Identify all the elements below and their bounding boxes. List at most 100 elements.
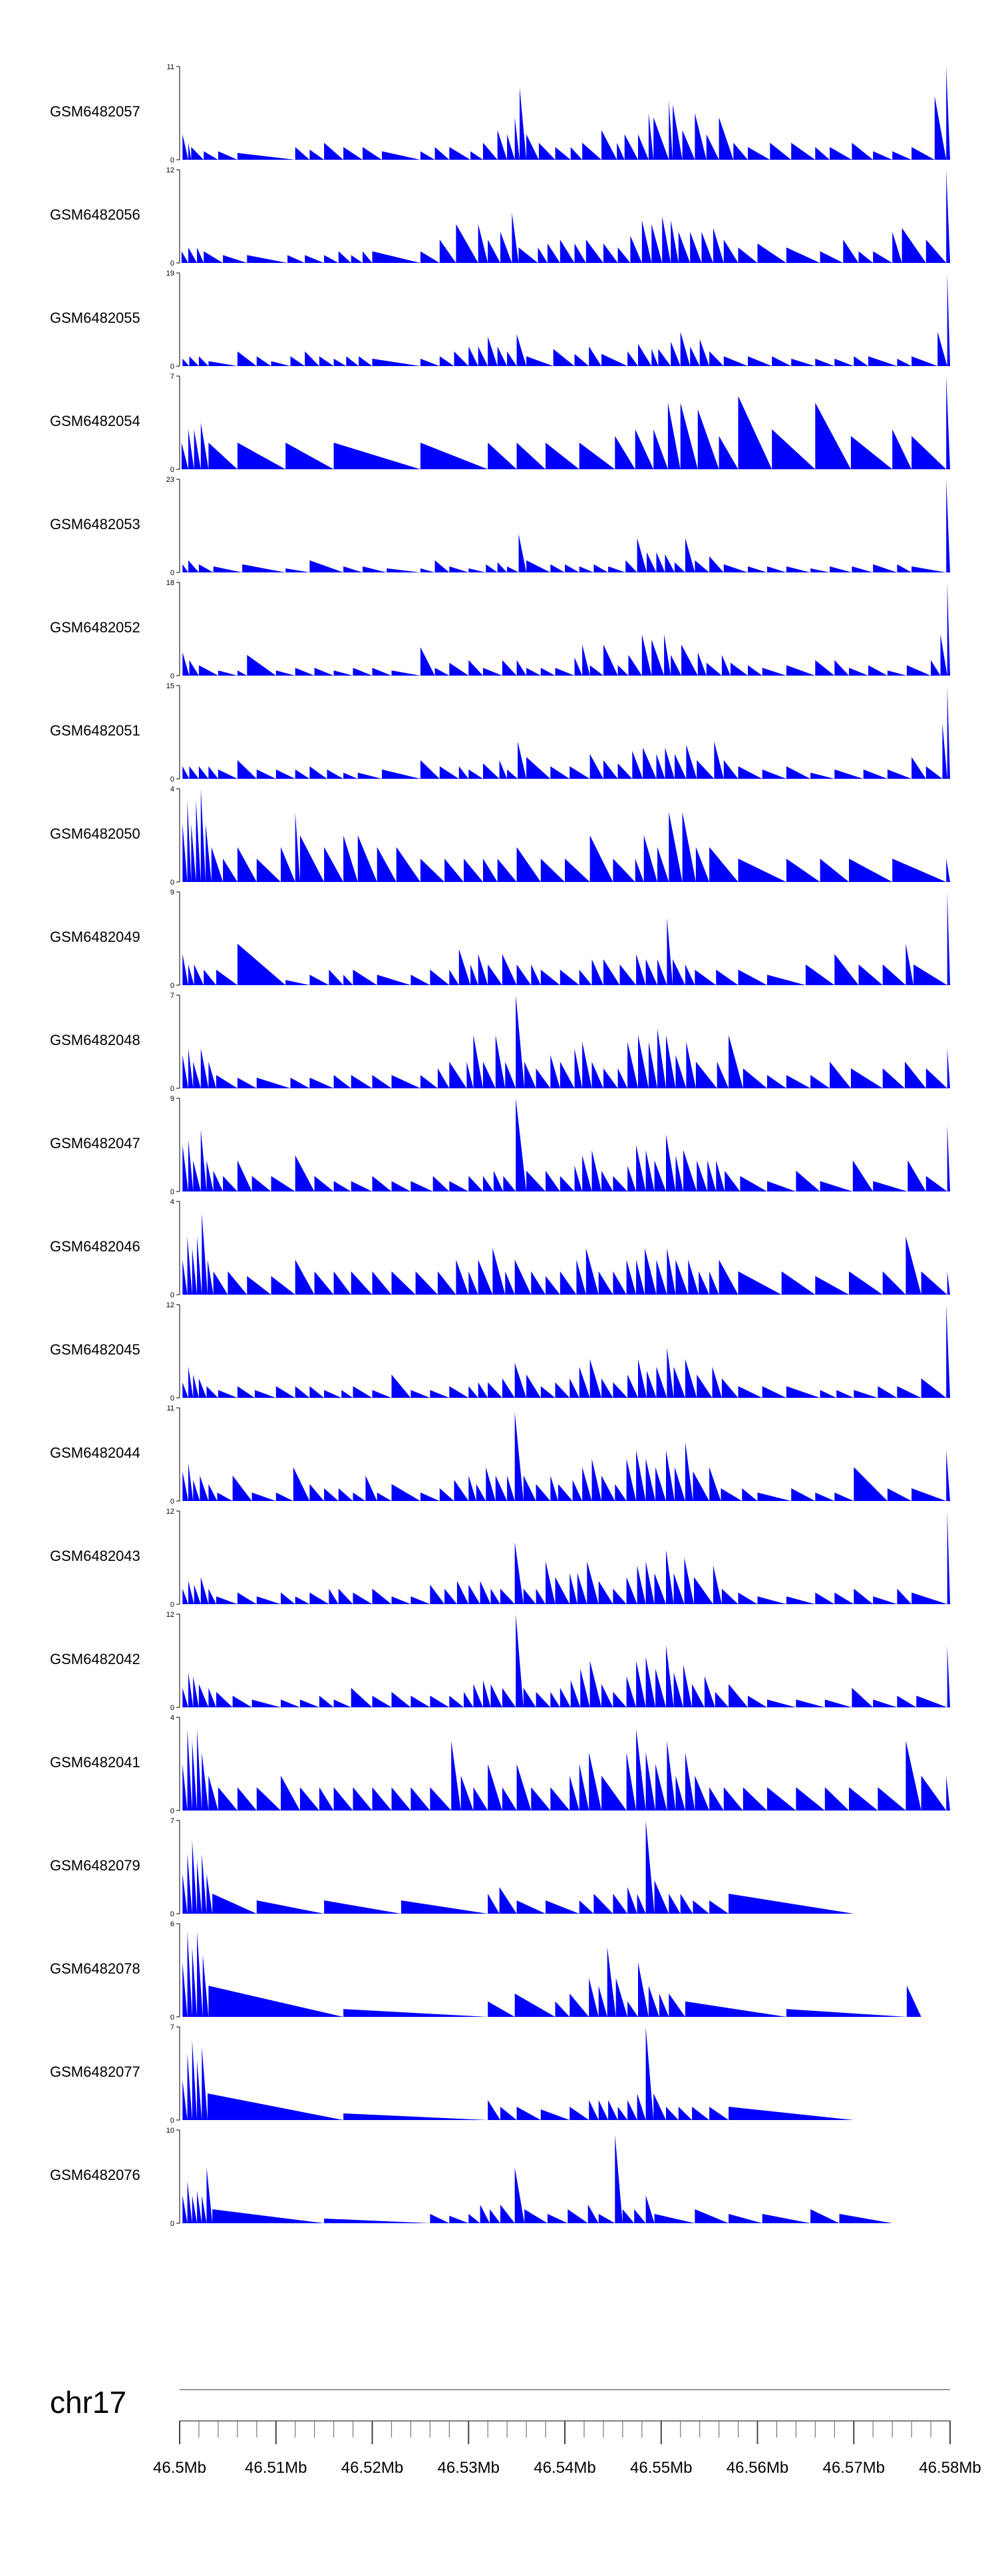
track-label: GSM6482057 (50, 103, 140, 120)
coverage-area (180, 582, 950, 676)
track-GSM6482046: GSM6482046 4 0 (50, 1198, 950, 1299)
track-label: GSM6482042 (50, 1651, 140, 1667)
y-min-label: 0 (170, 2220, 174, 2228)
track-GSM6482056: GSM6482056 12 0 (50, 166, 950, 268)
track-label: GSM6482047 (50, 1135, 140, 1152)
y-max-label: 12 (166, 1301, 174, 1309)
track-label: GSM6482046 (50, 1238, 140, 1255)
track-GSM6482042: GSM6482042 12 0 (50, 1611, 950, 1712)
track-GSM6482041: GSM6482041 4 0 (50, 1714, 950, 1815)
y-max-label: 7 (170, 992, 174, 1000)
track-GSM6482047: GSM6482047 9 0 (50, 1095, 950, 1196)
track-GSM6482054: GSM6482054 7 0 (50, 373, 950, 474)
coverage-area (180, 170, 950, 263)
x-tick-label: 46.52Mb (341, 2459, 403, 2477)
coverage-area (180, 1412, 950, 1501)
y-max-label: 15 (166, 682, 174, 690)
y-min-label: 0 (170, 1601, 174, 1609)
y-max-label: 4 (170, 785, 174, 793)
coverage-tracks: GSM6482057110GSM6482056120GSM6482055190G… (50, 63, 950, 2228)
track-label: GSM6482049 (50, 929, 140, 945)
y-max-label: 12 (166, 1611, 174, 1619)
y-min-label: 0 (170, 672, 174, 680)
y-min-label: 0 (170, 1188, 174, 1196)
track-GSM6482043: GSM6482043 12 0 (50, 1508, 950, 1609)
track-label: GSM6482078 (50, 1960, 140, 1977)
track-label: GSM6482051 (50, 722, 140, 739)
y-min-label: 0 (170, 1395, 174, 1402)
y-min-label: 0 (170, 1807, 174, 1815)
y-max-label: 9 (170, 1095, 174, 1103)
coverage-area (180, 2027, 854, 2120)
coverage-area (180, 479, 950, 572)
track-label: GSM6482053 (50, 516, 140, 533)
y-min-label: 0 (170, 1704, 174, 1712)
track-label: GSM6482076 (50, 2167, 140, 2183)
coverage-area (180, 1931, 921, 2017)
coverage-area (180, 789, 950, 882)
track-GSM6482079: GSM6482079 7 0 (50, 1817, 854, 1918)
y-min-label: 0 (170, 569, 174, 577)
x-tick-label: 46.57Mb (823, 2459, 885, 2477)
y-max-label: 18 (166, 579, 174, 587)
coverage-area (180, 1614, 950, 1707)
coverage-area (180, 892, 950, 985)
track-label: GSM6482044 (50, 1444, 140, 1461)
track-GSM6482057: GSM6482057 11 0 (50, 63, 950, 164)
y-min-label: 0 (170, 2117, 174, 2125)
y-min-label: 0 (170, 1085, 174, 1093)
y-min-label: 0 (170, 363, 174, 371)
track-GSM6482055: GSM6482055 19 0 (50, 270, 950, 371)
coverage-area (180, 2135, 893, 2223)
x-tick-label: 46.51Mb (245, 2459, 307, 2477)
coverage-area (180, 1821, 854, 1914)
y-min-label: 0 (170, 982, 174, 990)
track-GSM6482076: GSM6482076 10 0 (50, 2127, 893, 2228)
coverage-area (180, 1305, 950, 1398)
track-label: GSM6482052 (50, 619, 140, 636)
track-GSM6482045: GSM6482045 12 0 (50, 1301, 950, 1402)
y-min-label: 0 (170, 1291, 174, 1299)
y-min-label: 0 (170, 466, 174, 474)
track-GSM6482053: GSM6482053 23 0 (50, 476, 950, 577)
coverage-area (180, 1511, 950, 1604)
track-GSM6482044: GSM6482044 11 0 (50, 1404, 950, 1506)
coverage-area (180, 1098, 950, 1191)
chromosome-label: chr17 (50, 2385, 126, 2420)
coverage-area (180, 376, 950, 469)
y-min-label: 0 (170, 879, 174, 887)
y-max-label: 23 (166, 476, 174, 484)
y-min-label: 0 (170, 1910, 174, 1918)
x-tick-label: 46.53Mb (438, 2459, 500, 2477)
genome-axis: chr17 46.5Mb 46.51Mb 46.52Mb 46.53Mb 46.54Mb… (50, 2385, 981, 2477)
coverage-area (180, 67, 950, 160)
y-min-label: 0 (170, 156, 174, 164)
y-max-label: 4 (170, 1714, 174, 1722)
x-tick-label: 46.54Mb (534, 2459, 595, 2477)
track-label: GSM6482056 (50, 206, 140, 223)
track-label: GSM6482077 (50, 2063, 140, 2080)
track-GSM6482048: GSM6482048 7 0 (50, 992, 950, 1093)
y-min-label: 0 (170, 2014, 174, 2022)
y-max-label: 7 (170, 373, 174, 381)
track-label: GSM6482048 (50, 1032, 140, 1048)
y-max-label: 12 (166, 166, 174, 174)
coverage-area (180, 1729, 950, 1811)
axis-ticks: 46.5Mb 46.51Mb 46.52Mb 46.53Mb 46.54Mb 46.55M… (153, 2421, 981, 2477)
x-tick-label: 46.56Mb (727, 2459, 788, 2477)
x-tick-label: 46.55Mb (630, 2459, 692, 2477)
y-min-label: 0 (170, 775, 174, 783)
y-min-label: 0 (170, 260, 174, 268)
track-label: GSM6482050 (50, 825, 140, 842)
track-label: GSM6482054 (50, 413, 140, 429)
y-max-label: 7 (170, 1817, 174, 1825)
track-GSM6482049: GSM6482049 9 0 (50, 889, 950, 990)
track-label: GSM6482079 (50, 1857, 140, 1874)
coverage-area (180, 686, 950, 779)
y-max-label: 6 (170, 1920, 174, 1928)
coverage-area (180, 995, 950, 1088)
coverage-area (180, 1213, 950, 1295)
track-label: GSM6482041 (50, 1754, 140, 1771)
y-max-label: 11 (167, 1404, 174, 1412)
